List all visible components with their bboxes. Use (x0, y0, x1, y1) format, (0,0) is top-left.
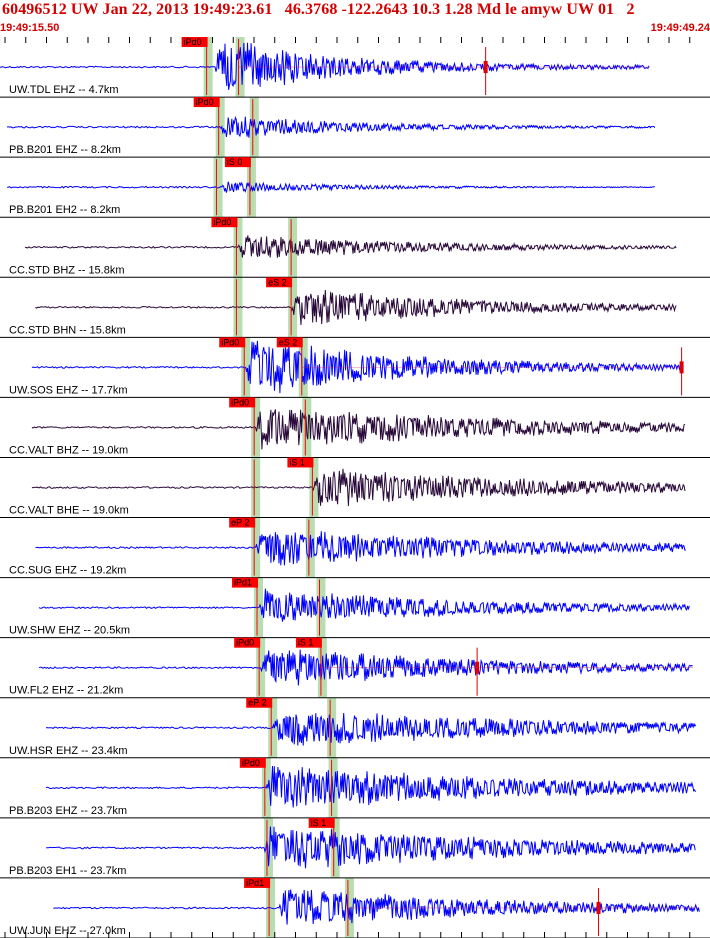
station-label-7: CC.VALT BHE -- 19.0km (9, 505, 129, 517)
time-start-label: 19:49:15.50 (0, 22, 60, 34)
pick-box-13-1 (308, 817, 335, 828)
time-end-label: 19:49:49.24 (650, 22, 710, 34)
station-label-13: PB.B203 EH1 -- 23.7km (9, 865, 126, 877)
station-label-14: UW.JUN EHZ -- 27.0km (9, 925, 126, 937)
pick-box-8-0 (229, 517, 256, 528)
pick-label-8-0: eP 2 (231, 518, 249, 528)
waveform-10 (38, 649, 693, 686)
waveform-11 (46, 712, 697, 746)
pick-box-4-1 (266, 277, 293, 288)
pick-box-14-0 (244, 877, 271, 888)
waveform-4 (35, 289, 677, 325)
waveform-9 (38, 588, 690, 622)
pick-label-11-0: eP 2 (248, 698, 266, 708)
pick-window-2-0 (213, 157, 223, 218)
pick-label-14-0: iPd1 (246, 878, 264, 888)
waveform-7 (31, 468, 686, 507)
station-label-11: UW.HSR EHZ -- 23.4km (9, 745, 128, 757)
pick-label-5-0: iPd0 (221, 337, 239, 347)
waveform-14 (53, 889, 700, 925)
pick-label-7-1: iS 1 (289, 457, 305, 467)
pick-label-12-0: iPd0 (242, 758, 260, 768)
waveform-8 (35, 531, 686, 566)
pick-box-10-1 (295, 637, 322, 648)
pick-box-6-0 (229, 397, 256, 408)
pick-label-10-1: iS 1 (298, 638, 314, 648)
pick-box-12-0 (239, 757, 266, 768)
pick-box-3-0 (211, 217, 238, 228)
pick-label-5-1: eS 2 (279, 337, 298, 347)
pick-label-9-0: iPd1 (234, 578, 252, 588)
pick-label-10-0: iPd0 (236, 638, 254, 648)
pick-window-9-1 (316, 577, 326, 638)
pick-label-4-1: eS 2 (268, 277, 287, 287)
station-label-2: PB.B201 EH2 -- 8.2km (9, 204, 120, 216)
pick-box-1-0 (193, 97, 220, 108)
pick-box-0-0 (181, 37, 208, 47)
station-label-1: PB.B201 EHZ -- 8.2km (9, 144, 121, 156)
station-label-6: CC.VALT BHZ -- 19.0km (9, 444, 128, 456)
event-title: 60496512 UW Jan 22, 2013 19:49:23.61 46.… (2, 1, 635, 18)
waveform-5 (31, 340, 682, 394)
waveform-13 (46, 826, 696, 869)
waveform-12 (45, 765, 696, 808)
pick-box-5-1 (276, 337, 303, 348)
pick-box-10-0 (234, 637, 261, 648)
pick-box-7-1 (287, 457, 314, 468)
waveform-3 (24, 235, 677, 258)
waveform-2 (7, 181, 655, 193)
station-label-5: UW.SOS EHZ -- 17.7km (9, 384, 128, 396)
station-label-12: PB.B203 EHZ -- 23.7km (9, 805, 127, 817)
header: 60496512 UW Jan 22, 2013 19:49:23.61 46.… (0, 0, 710, 36)
pick-label-0-0: iPd0 (184, 37, 202, 47)
waveform-0 (0, 42, 650, 90)
pick-label-13-1: iS 1 (311, 818, 327, 828)
waveform-1 (6, 115, 656, 138)
pick-window-13-0 (263, 817, 273, 878)
station-label-10: UW.FL2 EHZ -- 21.2km (9, 685, 123, 697)
pick-box-9-0 (232, 577, 259, 588)
waveform-6 (31, 409, 686, 450)
pick-label-1-0: iPd0 (196, 97, 214, 107)
station-label-8: CC.SUG EHZ -- 19.2km (9, 565, 126, 577)
pick-label-3-0: iPd0 (213, 217, 231, 227)
station-label-3: CC.STD BHZ -- 15.8km (9, 264, 125, 276)
station-label-9: UW.SHW EHZ -- 20.5km (9, 625, 130, 637)
station-label-4: CC.STD BHN -- 15.8km (9, 324, 126, 336)
pick-box-5-0 (219, 337, 246, 348)
station-label-0: UW.TDL EHZ -- 4.7km (9, 84, 119, 96)
pick-box-2-1 (224, 157, 251, 168)
pick-window-1-1 (249, 97, 259, 158)
pick-label-6-0: iPd0 (231, 397, 249, 407)
pick-box-11-0 (246, 697, 273, 708)
pick-label-2-1: iS 0 (227, 157, 243, 167)
pick-window-13-1 (330, 817, 340, 878)
